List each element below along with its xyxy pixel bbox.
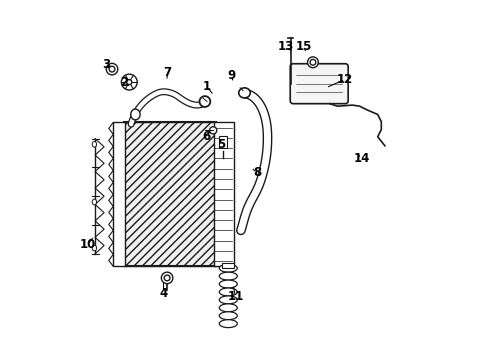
Ellipse shape bbox=[161, 272, 172, 284]
Text: 4: 4 bbox=[159, 287, 167, 300]
Ellipse shape bbox=[92, 141, 96, 147]
Bar bbox=[218, 136, 226, 148]
Ellipse shape bbox=[92, 245, 96, 251]
Ellipse shape bbox=[219, 296, 237, 304]
Ellipse shape bbox=[106, 63, 118, 75]
Text: 9: 9 bbox=[227, 69, 236, 82]
Ellipse shape bbox=[307, 57, 318, 68]
Ellipse shape bbox=[219, 320, 237, 328]
Ellipse shape bbox=[219, 304, 237, 312]
Ellipse shape bbox=[130, 109, 140, 120]
Ellipse shape bbox=[92, 199, 96, 205]
Ellipse shape bbox=[219, 288, 237, 296]
Text: 12: 12 bbox=[337, 73, 353, 86]
Text: 2: 2 bbox=[120, 76, 128, 89]
FancyBboxPatch shape bbox=[289, 64, 347, 104]
Text: 13: 13 bbox=[277, 40, 293, 53]
Ellipse shape bbox=[219, 280, 237, 288]
Ellipse shape bbox=[309, 59, 315, 65]
Ellipse shape bbox=[109, 66, 115, 72]
Text: 5: 5 bbox=[217, 138, 225, 150]
Text: 15: 15 bbox=[295, 40, 311, 53]
Text: 11: 11 bbox=[227, 291, 243, 303]
Text: 10: 10 bbox=[80, 238, 96, 251]
Text: 7: 7 bbox=[163, 66, 171, 78]
Bar bbox=[222, 263, 234, 268]
Bar bbox=[123, 122, 215, 266]
Ellipse shape bbox=[219, 312, 237, 320]
Ellipse shape bbox=[126, 80, 132, 85]
Text: 14: 14 bbox=[353, 152, 369, 165]
Text: 6: 6 bbox=[202, 130, 210, 143]
Bar bbox=[113, 122, 124, 266]
Text: 3: 3 bbox=[102, 58, 110, 71]
Ellipse shape bbox=[219, 264, 237, 272]
Bar bbox=[123, 122, 215, 266]
Text: 8: 8 bbox=[252, 166, 261, 179]
Ellipse shape bbox=[219, 272, 237, 280]
Ellipse shape bbox=[199, 96, 210, 107]
Ellipse shape bbox=[238, 88, 250, 98]
Text: 1: 1 bbox=[202, 80, 210, 93]
Ellipse shape bbox=[209, 127, 216, 134]
Bar bbox=[213, 122, 233, 266]
Ellipse shape bbox=[164, 275, 170, 281]
